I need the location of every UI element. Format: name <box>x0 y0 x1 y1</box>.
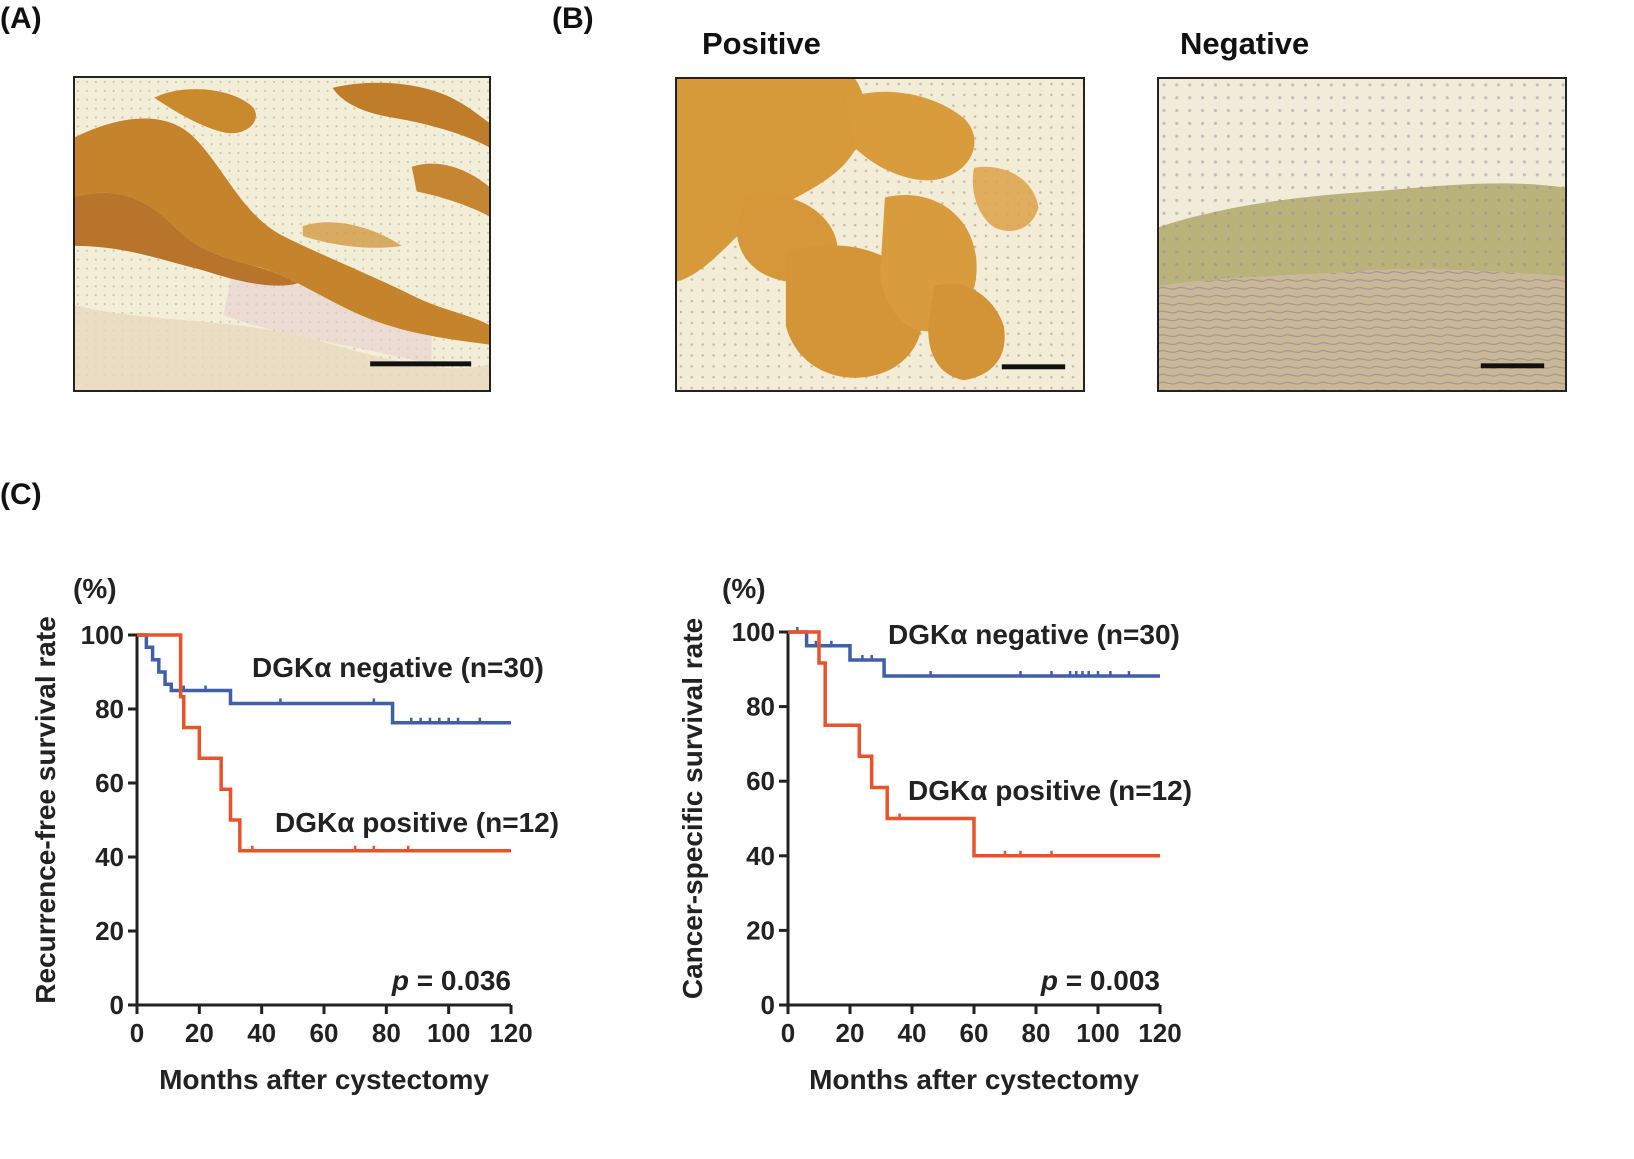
y-tick-label: 80 <box>746 692 775 722</box>
y-tick-label: 40 <box>746 841 775 871</box>
x-tick-label: 40 <box>898 1018 927 1048</box>
km-curve-negative <box>788 630 1160 678</box>
p-value-number: = 0.036 <box>409 965 511 996</box>
y-tick-label: 40 <box>95 842 124 872</box>
micrograph-b-positive <box>675 77 1085 392</box>
x-tick-label: 40 <box>247 1018 276 1048</box>
x-tick-label: 120 <box>1138 1018 1181 1048</box>
series-label-positive: DGKα positive (n=12) <box>908 775 1192 806</box>
panel-label-a: (A) <box>0 2 42 35</box>
micrograph-b-negative-image <box>1159 79 1565 390</box>
km-curve-positive <box>788 630 1160 858</box>
x-tick-label: 0 <box>130 1018 144 1048</box>
y-tick-label: 60 <box>746 766 775 796</box>
panel-label-b: (B) <box>552 2 594 35</box>
series-label-negative: DGKα negative (n=30) <box>252 652 544 683</box>
x-tick-label: 80 <box>372 1018 401 1048</box>
x-tick-label: 100 <box>427 1018 470 1048</box>
km-curve-negative <box>137 633 511 725</box>
micrograph-b-negative <box>1157 77 1567 392</box>
p-value: p = 0.003 <box>1040 965 1160 996</box>
x-tick-label: 80 <box>1022 1018 1051 1048</box>
x-axis-label: Months after cystectomy <box>809 1064 1139 1095</box>
micrograph-a-image <box>75 78 489 390</box>
y-tick-label: 100 <box>81 620 124 650</box>
y-unit-label: (%) <box>722 573 766 604</box>
y-tick-label: 100 <box>732 617 775 647</box>
micrograph-b-positive-image <box>677 79 1083 390</box>
x-tick-label: 100 <box>1076 1018 1119 1048</box>
chart-cancer-specific: 0 20 40 60 80 100 0 20 40 60 80 100 120 Months after … <box>650 560 1250 1110</box>
y-axis-label: Cancer-specific survival rate <box>677 618 708 999</box>
series-label-negative: DGKα negative (n=30) <box>888 619 1180 650</box>
negative-title: Negative <box>1180 26 1310 61</box>
y-tick-label: 20 <box>746 915 775 945</box>
x-tick-label: 60 <box>960 1018 989 1048</box>
p-value-symbol: p <box>1040 965 1058 996</box>
x-axis-label: Months after cystectomy <box>159 1064 489 1095</box>
y-axis-label: Recurrence-free survival rate <box>30 616 61 1004</box>
x-tick-label: 120 <box>489 1018 532 1048</box>
p-value: p = 0.036 <box>391 965 511 996</box>
y-tick-label: 60 <box>95 768 124 798</box>
y-unit-label: (%) <box>73 573 117 604</box>
micrograph-a <box>73 76 491 392</box>
x-tick-label: 20 <box>185 1018 214 1048</box>
y-tick-label: 80 <box>95 694 124 724</box>
x-tick-label: 60 <box>310 1018 339 1048</box>
series-label-positive: DGKα positive (n=12) <box>275 807 559 838</box>
panel-label-c: (C) <box>0 478 42 511</box>
x-tick-label: 20 <box>836 1018 865 1048</box>
km-curve-positive <box>137 633 511 853</box>
y-tick-label: 0 <box>110 990 124 1020</box>
p-value-symbol: p <box>391 965 409 996</box>
y-tick-label: 20 <box>95 916 124 946</box>
positive-title: Positive <box>702 26 821 61</box>
chart-recurrence-free: 0 20 40 60 80 100 0 20 40 60 80 100 120 Months after … <box>0 560 600 1110</box>
y-tick-label: 0 <box>761 990 775 1020</box>
x-tick-label: 0 <box>781 1018 795 1048</box>
p-value-number: = 0.003 <box>1058 965 1160 996</box>
chart-cancer-specific-svg: 0 20 40 60 80 100 0 20 40 60 80 100 120 Months after … <box>677 573 1192 1095</box>
